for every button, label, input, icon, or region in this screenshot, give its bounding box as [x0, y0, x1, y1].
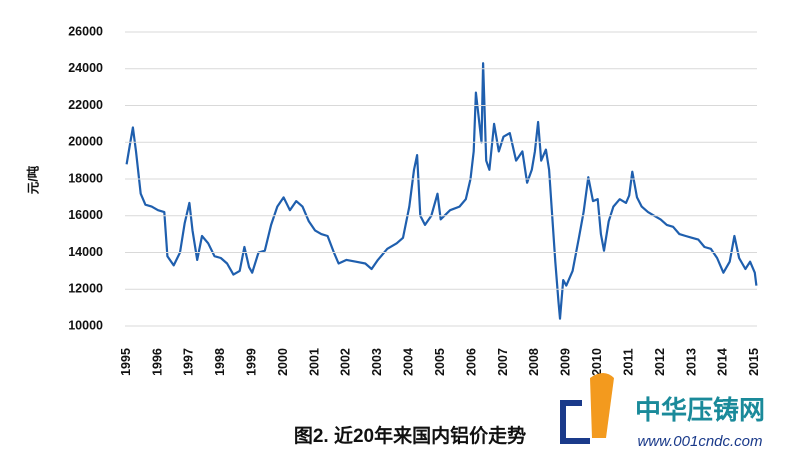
- x-tick-label: 2003: [370, 348, 384, 376]
- y-tick-label: 20000: [68, 135, 103, 149]
- x-tick-label: 2011: [621, 348, 635, 375]
- x-tick-label: 2014: [716, 348, 730, 376]
- x-tick-label: 2001: [307, 348, 321, 376]
- x-tick-label: 1996: [150, 348, 164, 376]
- x-tick-label: 1999: [245, 348, 259, 376]
- y-tick-label: 14000: [68, 245, 103, 259]
- x-tick-label: 2005: [433, 348, 447, 376]
- x-tick-label: 2006: [464, 348, 478, 376]
- watermark-logo: [560, 373, 614, 444]
- x-tick-label: 2010: [590, 348, 604, 376]
- x-tick-label: 2009: [559, 348, 573, 376]
- chart-caption: 图2. 近20年来国内铝价走势: [294, 424, 526, 447]
- x-tick-label: 1995: [119, 348, 133, 376]
- x-tick-label: 2015: [747, 348, 761, 376]
- x-tick-label: 2012: [653, 348, 667, 376]
- logo-flame: [590, 373, 614, 438]
- logo-bracket: [560, 400, 590, 444]
- watermark-url: www.001cndc.com: [637, 433, 762, 450]
- y-tick-label: 22000: [68, 98, 103, 112]
- x-tick-label: 2008: [527, 348, 541, 376]
- x-tick-label: 2007: [496, 348, 510, 376]
- y-tick-label: 18000: [68, 171, 103, 185]
- x-tick-label: 2002: [339, 348, 353, 376]
- y-tick-label: 24000: [68, 61, 103, 75]
- y-tick-label: 12000: [68, 282, 103, 296]
- x-tick-label: 2013: [684, 348, 698, 376]
- price-line: [125, 62, 758, 320]
- x-tick-label: 1997: [182, 348, 196, 376]
- y-tick-label: 26000: [68, 24, 103, 38]
- y-axis-label: 元/吨: [25, 165, 40, 194]
- y-tick-label: 16000: [68, 208, 103, 222]
- x-tick-label: 1998: [213, 348, 227, 376]
- y-tick-label: 10000: [68, 318, 103, 332]
- x-tick-label: 2004: [402, 348, 416, 376]
- x-tick-label: 2000: [276, 348, 290, 376]
- watermark-name: 中华压铸网: [635, 395, 765, 425]
